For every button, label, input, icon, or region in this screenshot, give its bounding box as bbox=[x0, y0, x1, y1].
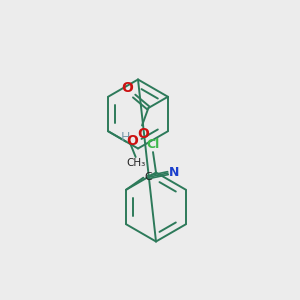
Text: CH₃: CH₃ bbox=[126, 158, 145, 168]
Text: C: C bbox=[144, 172, 152, 182]
Text: Cl: Cl bbox=[146, 138, 160, 151]
Text: O: O bbox=[127, 134, 139, 148]
Text: H: H bbox=[121, 131, 130, 144]
Text: N: N bbox=[169, 166, 179, 179]
Text: O: O bbox=[121, 81, 133, 95]
Text: O: O bbox=[138, 127, 149, 141]
